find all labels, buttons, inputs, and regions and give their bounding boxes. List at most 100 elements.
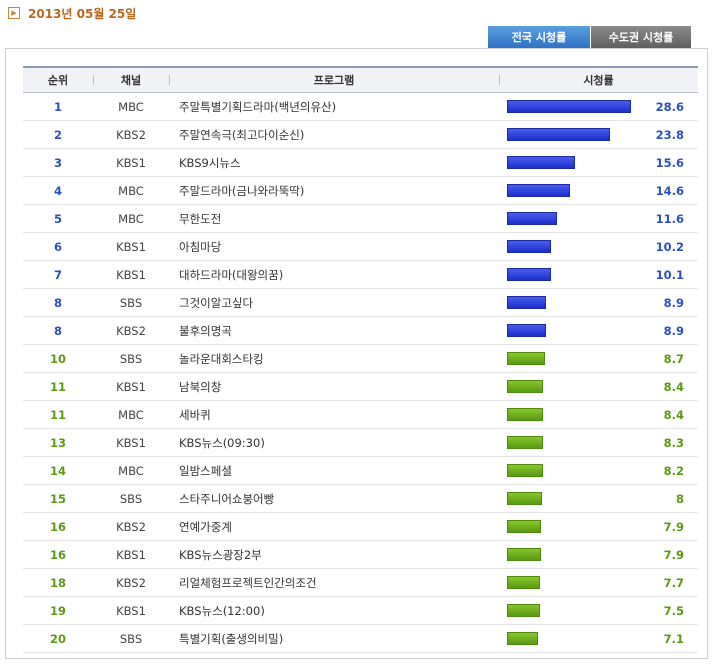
rating-value: 23.8 xyxy=(655,127,684,142)
table-row: 19 KBS1 KBS뉴스(12:00) 7.5 xyxy=(23,597,698,625)
table-row: 3 KBS1 KBS9시뉴스 15.6 xyxy=(23,149,698,177)
rating-cell: 8.3 xyxy=(499,429,698,456)
rating-value: 8.2 xyxy=(663,463,684,478)
channel-cell: MBC xyxy=(118,407,144,422)
rating-cell: 7.5 xyxy=(499,597,698,624)
channel-cell: SBS xyxy=(119,491,143,506)
table-row: 15 SBS 스타주니어쇼붕어빵 8 xyxy=(23,485,698,513)
rating-value: 7.5 xyxy=(663,603,684,618)
channel-cell: KBS1 xyxy=(116,547,146,562)
rating-bar xyxy=(507,212,557,225)
channel-cell: SBS xyxy=(119,351,143,366)
rank-cell: 14 xyxy=(49,463,66,478)
rank-cell: 16 xyxy=(49,547,66,562)
rating-bar xyxy=(507,576,540,589)
rating-value: 8.4 xyxy=(663,379,684,394)
channel-cell: MBC xyxy=(118,99,144,114)
program-cell: 주말연속극(최고다이순신) xyxy=(179,127,305,142)
rank-cell: 20 xyxy=(49,631,66,646)
header-rating: 시청률 xyxy=(499,68,698,92)
program-cell: 주말드라마(금나와라뚝딱) xyxy=(179,183,305,198)
rating-value: 8 xyxy=(675,491,684,506)
channel-cell: KBS2 xyxy=(116,575,146,590)
rating-cell: 8.4 xyxy=(499,373,698,400)
table-row: 8 KBS2 불후의명곡 8.9 xyxy=(23,317,698,345)
program-cell: 아침마당 xyxy=(179,239,222,254)
program-cell: 남북의창 xyxy=(179,379,222,394)
rating-value: 7.7 xyxy=(663,575,684,590)
rating-value: 15.6 xyxy=(655,155,684,170)
ratings-table: 순위 채널 프로그램 시청률 1 MBC 주말특별기획드라마(백년의유산) 28.6 2… xyxy=(23,66,698,653)
rating-value: 11.6 xyxy=(655,211,684,226)
rating-value: 8.9 xyxy=(663,295,684,310)
chevron-right-icon: ▶ xyxy=(8,7,20,19)
channel-cell: MBC xyxy=(118,183,144,198)
rating-cell: 7.1 xyxy=(499,625,698,652)
rating-cell: 28.6 xyxy=(499,93,698,120)
program-cell: 무한도전 xyxy=(179,211,222,226)
rank-cell: 13 xyxy=(49,435,66,450)
rating-value: 28.6 xyxy=(655,99,684,114)
rating-bar xyxy=(507,352,545,365)
table-row: 2 KBS2 주말연속극(최고다이순신) 23.8 xyxy=(23,121,698,149)
tab-capital-rating[interactable]: 수도권 시청률 xyxy=(591,26,691,48)
rating-cell: 8.2 xyxy=(499,457,698,484)
rating-cell: 15.6 xyxy=(499,149,698,176)
channel-cell: KBS1 xyxy=(116,435,146,450)
rank-cell: 4 xyxy=(53,183,62,198)
rating-cell: 7.7 xyxy=(499,569,698,596)
program-cell: 특별기획(출생의비밀) xyxy=(179,631,284,646)
program-cell: KBS9시뉴스 xyxy=(179,155,241,170)
rating-bar xyxy=(507,296,546,309)
rating-cell: 10.2 xyxy=(499,233,698,260)
date-label: 2013년 05월 25일 xyxy=(28,6,137,21)
rating-value: 7.9 xyxy=(663,547,684,562)
rating-bar xyxy=(507,548,541,561)
rank-cell: 15 xyxy=(49,491,66,506)
rating-cell: 8.9 xyxy=(499,317,698,344)
rating-bar xyxy=(507,240,551,253)
channel-cell: KBS2 xyxy=(116,519,146,534)
rating-bar xyxy=(507,100,631,113)
channel-cell: KBS1 xyxy=(116,239,146,254)
channel-cell: SBS xyxy=(119,295,143,310)
rank-cell: 6 xyxy=(53,239,62,254)
channel-cell: SBS xyxy=(119,631,143,646)
program-cell: 그것이알고싶다 xyxy=(179,295,254,310)
program-cell: 스타주니어쇼붕어빵 xyxy=(179,491,275,506)
table-row: 14 MBC 일밤스페셜 8.2 xyxy=(23,457,698,485)
channel-cell: KBS2 xyxy=(116,323,146,338)
rating-bar xyxy=(507,632,538,645)
rating-cell: 8.7 xyxy=(499,345,698,372)
channel-cell: KBS2 xyxy=(116,127,146,142)
header-program: 프로그램 xyxy=(169,68,499,92)
program-cell: KBS뉴스광장2부 xyxy=(179,547,262,562)
rating-cell: 23.8 xyxy=(499,121,698,148)
table-header: 순위 채널 프로그램 시청률 xyxy=(23,68,698,93)
rating-cell: 8.4 xyxy=(499,401,698,428)
program-cell: 놀라운대회스타킹 xyxy=(179,351,264,366)
rating-bar xyxy=(507,436,543,449)
table-row: 16 KBS1 KBS뉴스광장2부 7.9 xyxy=(23,541,698,569)
rating-bar xyxy=(507,324,546,337)
table-row: 11 MBC 세바퀴 8.4 xyxy=(23,401,698,429)
rank-cell: 1 xyxy=(53,99,62,114)
program-cell: 대하드라마(대왕의꿈) xyxy=(179,267,284,282)
program-cell: KBS뉴스(09:30) xyxy=(179,435,265,450)
tab-national-rating[interactable]: 전국 시청률 xyxy=(488,26,590,48)
rating-value: 7.1 xyxy=(663,631,684,646)
table-row: 7 KBS1 대하드라마(대왕의꿈) 10.1 xyxy=(23,261,698,289)
rank-cell: 11 xyxy=(49,379,66,394)
rating-bar xyxy=(507,268,551,281)
rating-cell: 14.6 xyxy=(499,177,698,204)
channel-cell: MBC xyxy=(118,211,144,226)
rating-cell: 8.9 xyxy=(499,289,698,316)
rating-cell: 10.1 xyxy=(499,261,698,288)
table-row: 16 KBS2 연예가중계 7.9 xyxy=(23,513,698,541)
program-cell: 주말특별기획드라마(백년의유산) xyxy=(179,99,337,114)
table-row: 11 KBS1 남북의창 8.4 xyxy=(23,373,698,401)
rating-value: 10.1 xyxy=(655,267,684,282)
program-cell: KBS뉴스(12:00) xyxy=(179,603,265,618)
rating-bar xyxy=(507,156,575,169)
rating-bar xyxy=(507,492,542,505)
